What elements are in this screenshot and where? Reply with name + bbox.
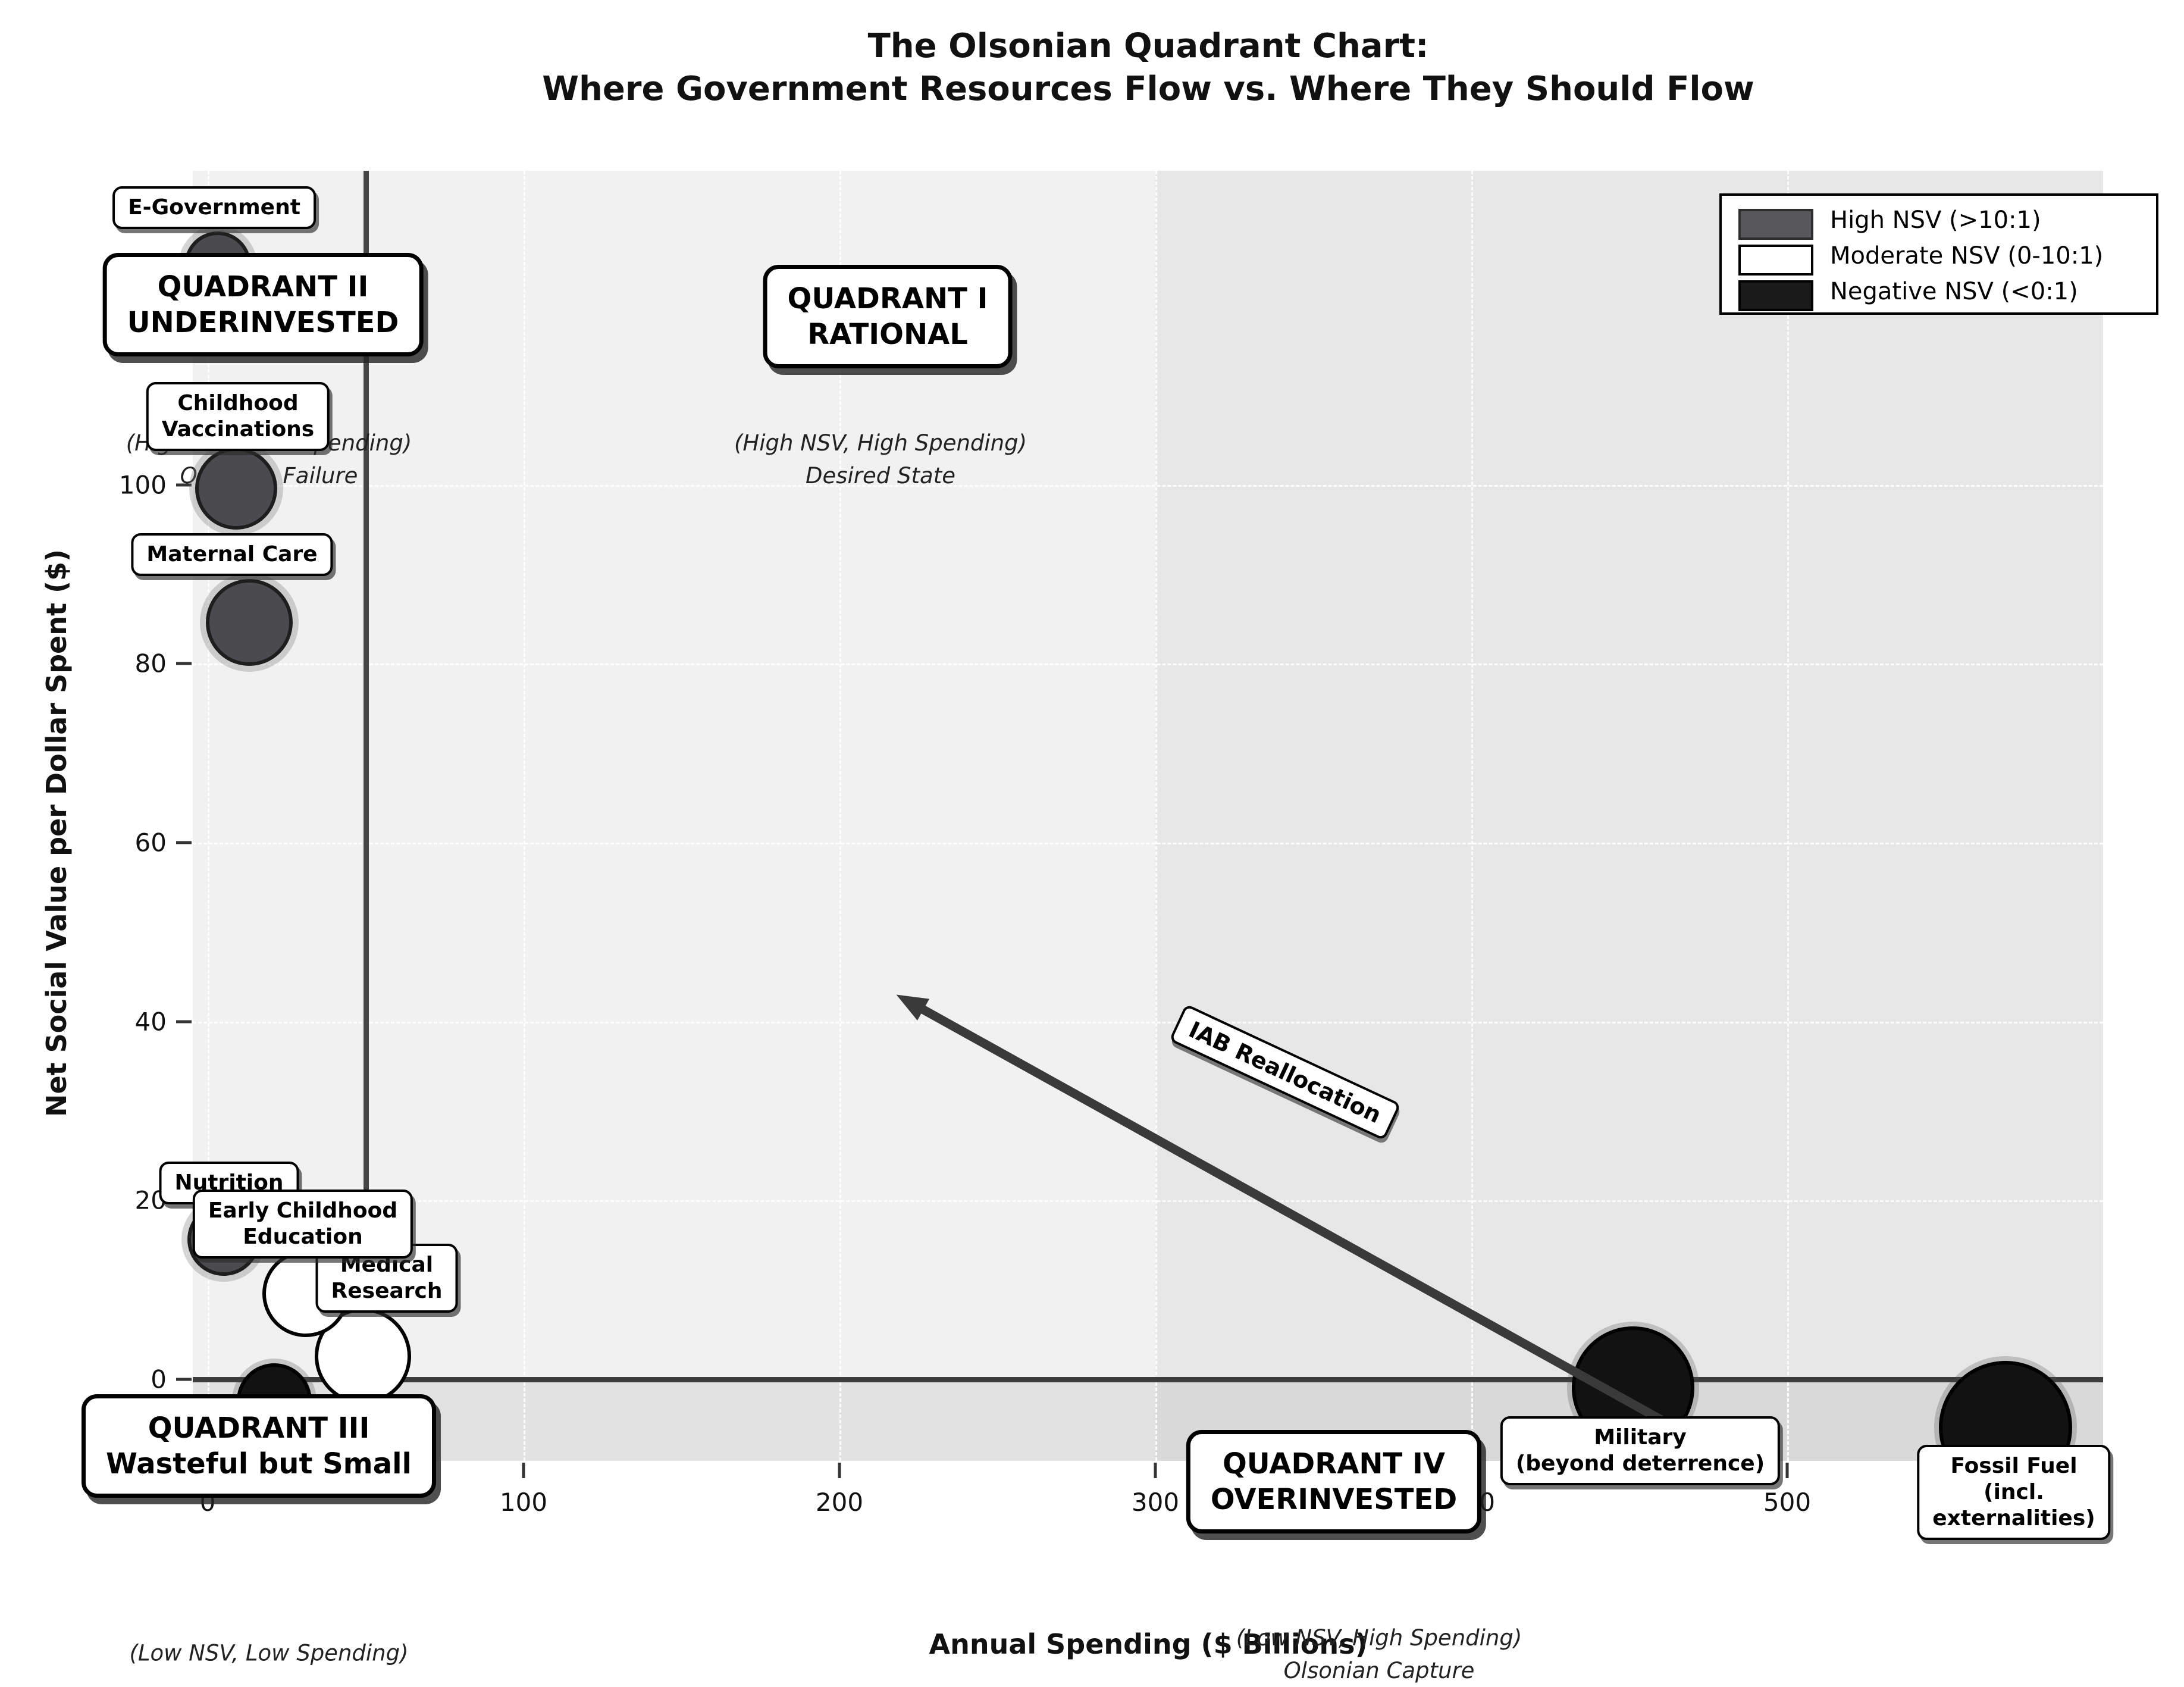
point-label-early-childhood-education: Early Childhood Education bbox=[192, 1190, 413, 1259]
y-tick-label: 40 bbox=[134, 1007, 167, 1037]
bubble-maternal-care bbox=[205, 579, 293, 666]
x-tick-label: 300 bbox=[1131, 1488, 1180, 1517]
point-label-fossil-fuel-incl-externalities: Fossil Fuel (incl. externalities) bbox=[1917, 1445, 2111, 1540]
x-gridline bbox=[839, 171, 841, 1461]
chart-title-line2: Where Government Resources Flow vs. Wher… bbox=[542, 70, 1754, 108]
y-tick-mark bbox=[176, 483, 192, 486]
quadrant-label-i: QUADRANT I RATIONAL bbox=[763, 265, 1013, 368]
y-gridline bbox=[193, 1200, 2103, 1203]
legend-item-moderate-nsv-0-10-1: Moderate NSV (0-10:1) bbox=[1722, 240, 2156, 276]
y-tick-label: 0 bbox=[151, 1364, 167, 1394]
chart-title-line1: The Olsonian Quadrant Chart: bbox=[867, 27, 1429, 65]
x-tick-label: 200 bbox=[815, 1488, 864, 1517]
point-label-e-government: E-Government bbox=[112, 186, 316, 229]
legend-swatch-high-nsv-10-1 bbox=[1738, 209, 1813, 240]
x-tick-mark bbox=[1154, 1463, 1157, 1478]
x-tick-label: 100 bbox=[499, 1488, 548, 1517]
chart-title: The Olsonian Quadrant Chart: Where Gover… bbox=[375, 25, 1922, 111]
x-tick-mark bbox=[838, 1463, 841, 1478]
quadrant-label-iv: QUADRANT IV OVERINVESTED bbox=[1186, 1430, 1482, 1533]
x-axis-label: Annual Spending ($ Billions) bbox=[929, 1628, 1368, 1660]
x-tick-mark bbox=[1785, 1463, 1789, 1478]
point-label-military-beyond-deterrence: Military (beyond deterrence) bbox=[1500, 1416, 1781, 1485]
legend-item-negative-nsv-0-1: Negative NSV (<0:1) bbox=[1722, 276, 2156, 311]
y-tick-label: 100 bbox=[118, 470, 167, 499]
y-gridline bbox=[193, 663, 2103, 666]
y-gridline bbox=[193, 1021, 2103, 1024]
y-tick-mark bbox=[176, 662, 192, 665]
legend-item-high-nsv-10-1: High NSV (>10:1) bbox=[1722, 204, 2156, 240]
x-tick-mark bbox=[522, 1463, 525, 1478]
plot-area bbox=[193, 171, 2103, 1461]
x-gridline bbox=[524, 171, 525, 1461]
caption-quadrant-iv: (Low NSV, High Spending) Olsonian Captur… bbox=[1236, 1625, 1522, 1683]
x-gridline bbox=[1787, 171, 1789, 1461]
legend-label: Moderate NSV (0-10:1) bbox=[1830, 242, 2104, 270]
quadrant-divider-horizontal bbox=[193, 1377, 2103, 1382]
quadrant-label-iii: QUADRANT III Wasteful but Small bbox=[82, 1394, 436, 1498]
x-gridline bbox=[1155, 171, 1157, 1461]
below-zero-shade bbox=[193, 1379, 2103, 1461]
y-axis-label: Net Social Value per Dollar Spent ($) bbox=[40, 549, 73, 1118]
legend-label: High NSV (>10:1) bbox=[1830, 206, 2041, 234]
y-tick-label: 80 bbox=[134, 649, 167, 678]
legend-label: Negative NSV (<0:1) bbox=[1830, 278, 2078, 305]
y-tick-mark bbox=[176, 841, 192, 844]
x-tick-label: 500 bbox=[1763, 1488, 1812, 1517]
point-label-maternal-care: Maternal Care bbox=[131, 533, 333, 576]
caption-quadrant-i: (High NSV, High Spending) Desired State bbox=[734, 430, 1027, 489]
high-spending-shade bbox=[1155, 171, 2103, 1461]
y-gridline bbox=[193, 484, 2103, 487]
y-gridline bbox=[193, 842, 2103, 844]
legend: High NSV (>10:1) Moderate NSV (0-10:1) Neg… bbox=[1719, 193, 2158, 315]
bubble-childhood-vaccinations bbox=[195, 447, 278, 530]
x-gridline bbox=[1471, 171, 1473, 1461]
legend-swatch-moderate-nsv-0-10-1 bbox=[1738, 245, 1813, 276]
legend-swatch-negative-nsv-0-1 bbox=[1738, 280, 1813, 311]
y-tick-label: 20 bbox=[134, 1185, 167, 1215]
quadrant-label-ii: QUADRANT II UNDERINVESTED bbox=[102, 253, 424, 356]
x-gridline bbox=[208, 171, 209, 1461]
y-tick-label: 60 bbox=[134, 828, 167, 857]
quadrant-divider-vertical bbox=[363, 171, 369, 1461]
y-tick-mark bbox=[176, 1020, 192, 1024]
y-tick-mark bbox=[176, 1378, 192, 1381]
point-label-childhood-vaccinations: Childhood Vaccinations bbox=[146, 382, 330, 451]
caption-quadrant-iii: (Low NSV, Low Spending) bbox=[129, 1640, 409, 1666]
